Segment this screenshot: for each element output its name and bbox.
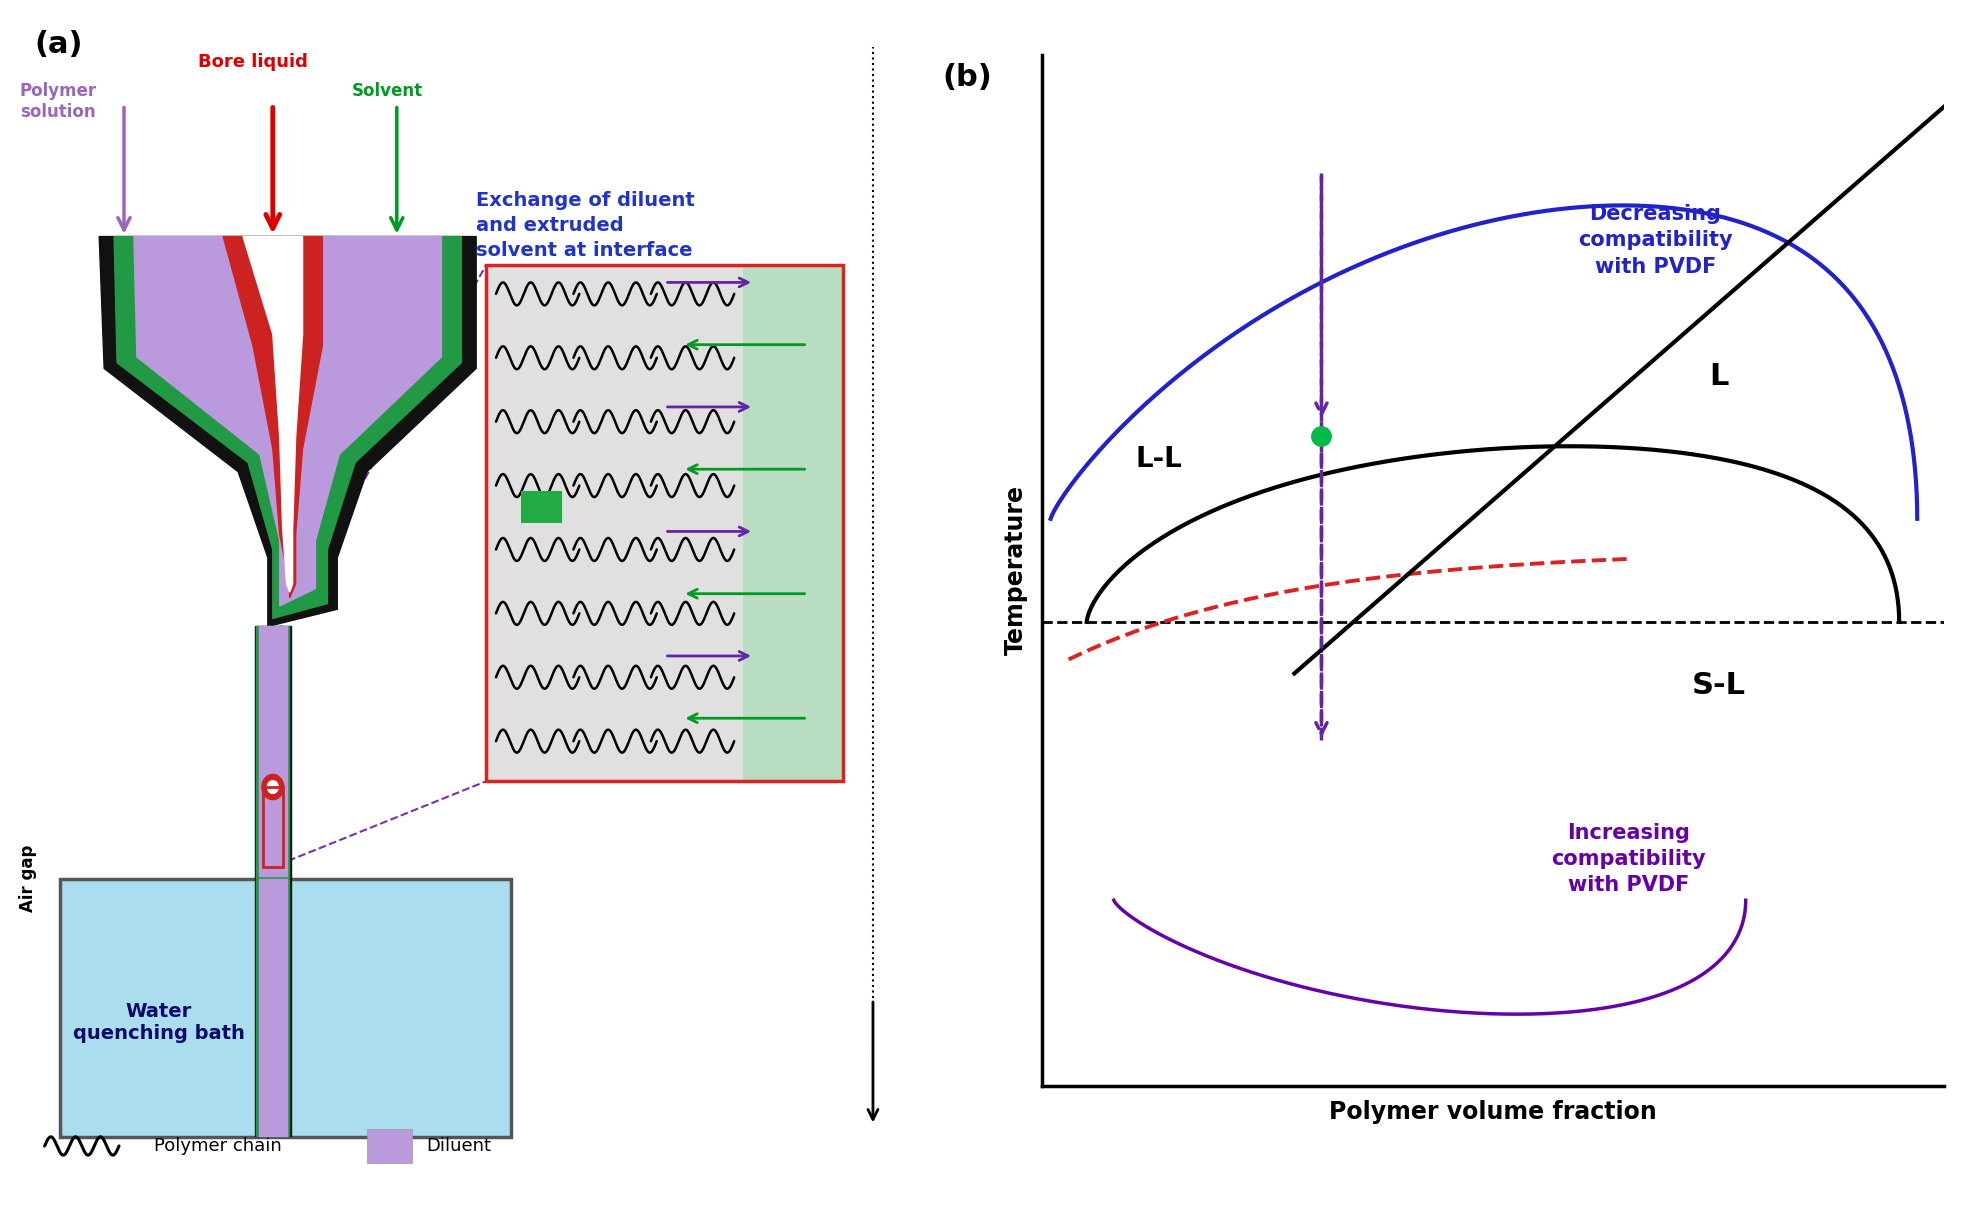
Bar <box>254 627 290 878</box>
Text: Increasing
compatibility
with PVDF: Increasing compatibility with PVDF <box>1551 822 1706 895</box>
Bar <box>258 627 286 876</box>
Bar <box>254 878 290 1136</box>
Text: Extruded solvent: Extruded solvent <box>575 498 716 516</box>
Text: Solvent: Solvent <box>353 82 423 100</box>
Polygon shape <box>99 237 476 627</box>
Text: Decreasing
compatibility
with PVDF: Decreasing compatibility with PVDF <box>1577 204 1732 277</box>
Polygon shape <box>113 237 460 619</box>
Text: L: L <box>1708 362 1728 390</box>
Text: Polymer chain: Polymer chain <box>155 1137 282 1155</box>
Y-axis label: Temperature: Temperature <box>1004 486 1028 655</box>
Text: Polymer
solution: Polymer solution <box>20 82 97 121</box>
Text: (b): (b) <box>942 62 992 92</box>
Bar <box>520 492 563 523</box>
Text: Air gap: Air gap <box>18 845 38 913</box>
Circle shape <box>268 781 278 793</box>
Polygon shape <box>222 237 321 598</box>
Bar <box>486 265 744 781</box>
Bar <box>262 787 284 867</box>
Text: Water
quenching bath: Water quenching bath <box>73 1002 244 1043</box>
Bar <box>256 878 290 1136</box>
Bar <box>367 1128 413 1163</box>
FancyBboxPatch shape <box>60 878 512 1137</box>
Bar <box>744 265 843 781</box>
Text: Bore liquid: Bore liquid <box>198 52 308 71</box>
Text: Exchange of diluent
and extruded
solvent at interface: Exchange of diluent and extruded solvent… <box>476 190 694 260</box>
Text: L-L: L-L <box>1135 445 1182 473</box>
X-axis label: Polymer volume fraction: Polymer volume fraction <box>1329 1099 1657 1124</box>
Text: S-L: S-L <box>1692 671 1746 700</box>
Bar <box>258 878 286 1136</box>
Text: (a): (a) <box>34 30 83 59</box>
Circle shape <box>262 775 284 799</box>
Bar <box>256 627 290 877</box>
Polygon shape <box>133 237 440 606</box>
Text: Diluent: Diluent <box>427 1137 492 1155</box>
Polygon shape <box>244 237 302 592</box>
